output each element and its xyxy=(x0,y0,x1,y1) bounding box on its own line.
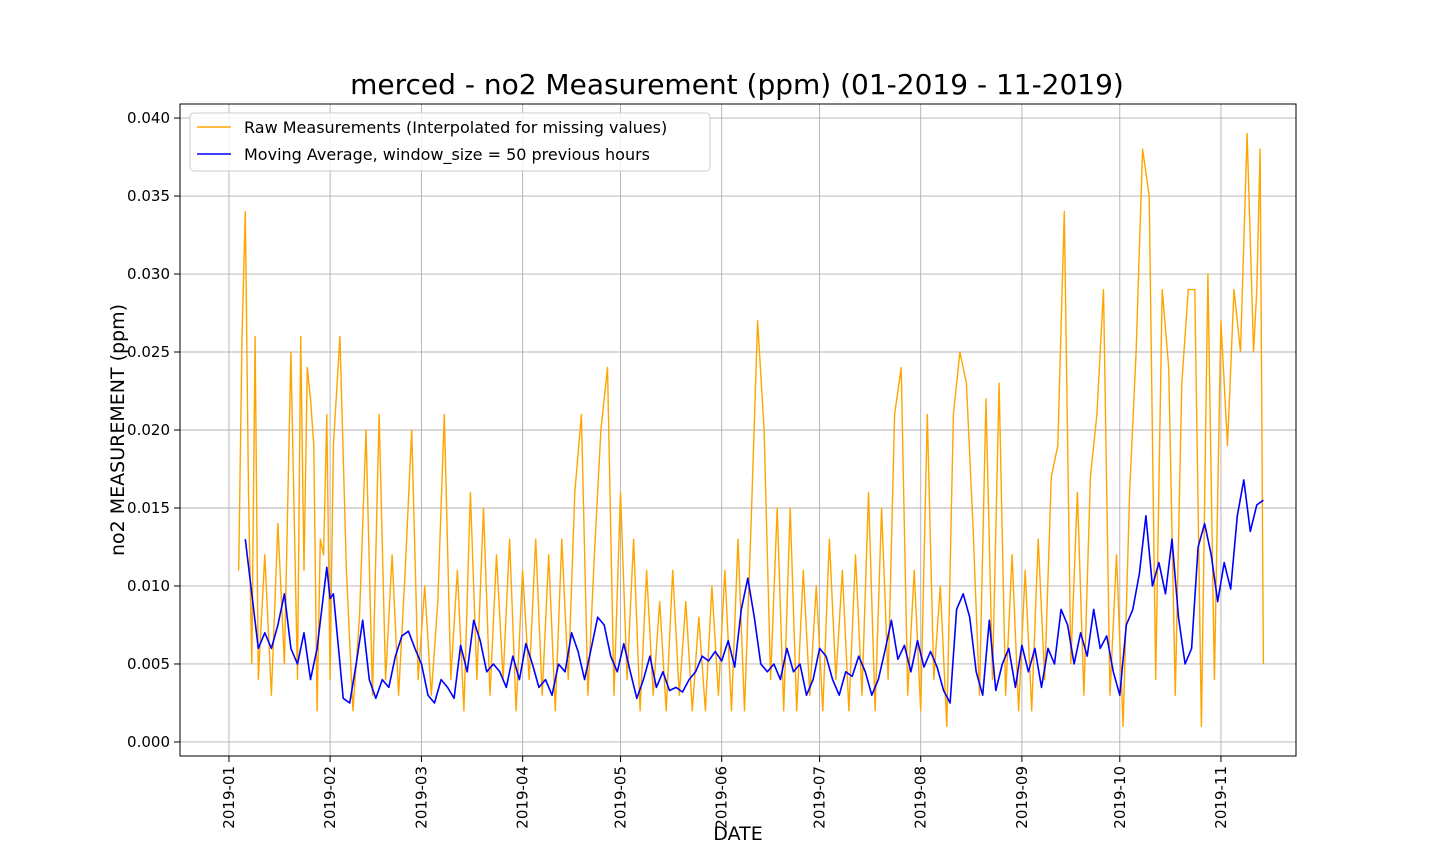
y-tick-label: 0.000 xyxy=(127,733,170,751)
x-tick-label: 2019-07 xyxy=(811,766,829,829)
y-tick-label: 0.010 xyxy=(127,577,170,595)
x-tick-label: 2019-02 xyxy=(321,766,339,829)
chart-title: merced - no2 Measurement (ppm) (01-2019 … xyxy=(350,68,1124,101)
x-tick-label: 2019-10 xyxy=(1111,766,1129,829)
x-tick-label: 2019-04 xyxy=(514,766,532,829)
x-tick-label: 2019-06 xyxy=(713,766,731,829)
y-tick-label: 0.015 xyxy=(127,499,170,517)
grid xyxy=(180,104,1296,756)
y-tick-label: 0.005 xyxy=(127,655,170,673)
x-tick-label: 2019-11 xyxy=(1212,766,1230,829)
y-tick-label: 0.030 xyxy=(127,265,170,283)
x-axis-label: DATE xyxy=(713,823,762,845)
y-tick-label: 0.035 xyxy=(127,187,170,205)
y-tick-label: 0.025 xyxy=(127,343,170,361)
y-axis: 0.000 0.005 0.010 0.015 0.020 0.025 0.030 0.035… xyxy=(127,109,180,751)
series-layer xyxy=(238,132,1265,728)
y-axis-label: no2 MEASUREMENT (ppm) xyxy=(107,304,129,556)
x-tick-label: 2019-08 xyxy=(912,766,930,829)
legend-label-raw: Raw Measurements (Interpolated for missi… xyxy=(244,118,667,137)
x-tick-label: 2019-09 xyxy=(1013,766,1031,829)
y-tick-label: 0.040 xyxy=(127,109,170,127)
legend: Raw Measurements (Interpolated for missi… xyxy=(189,112,711,172)
series-line-moving-average xyxy=(244,479,1264,704)
legend-label-moving-average: Moving Average, window_size = 50 previou… xyxy=(244,145,650,165)
x-tick-label: 2019-01 xyxy=(220,766,238,829)
legend-box xyxy=(189,112,711,172)
x-tick-label: 2019-03 xyxy=(412,766,430,829)
x-tick-label: 2019-05 xyxy=(612,766,630,829)
y-tick-label: 0.020 xyxy=(127,421,170,439)
x-axis: 2019-01 2019-02 2019-03 2019-04 2019-05 2019-… xyxy=(220,756,1230,829)
